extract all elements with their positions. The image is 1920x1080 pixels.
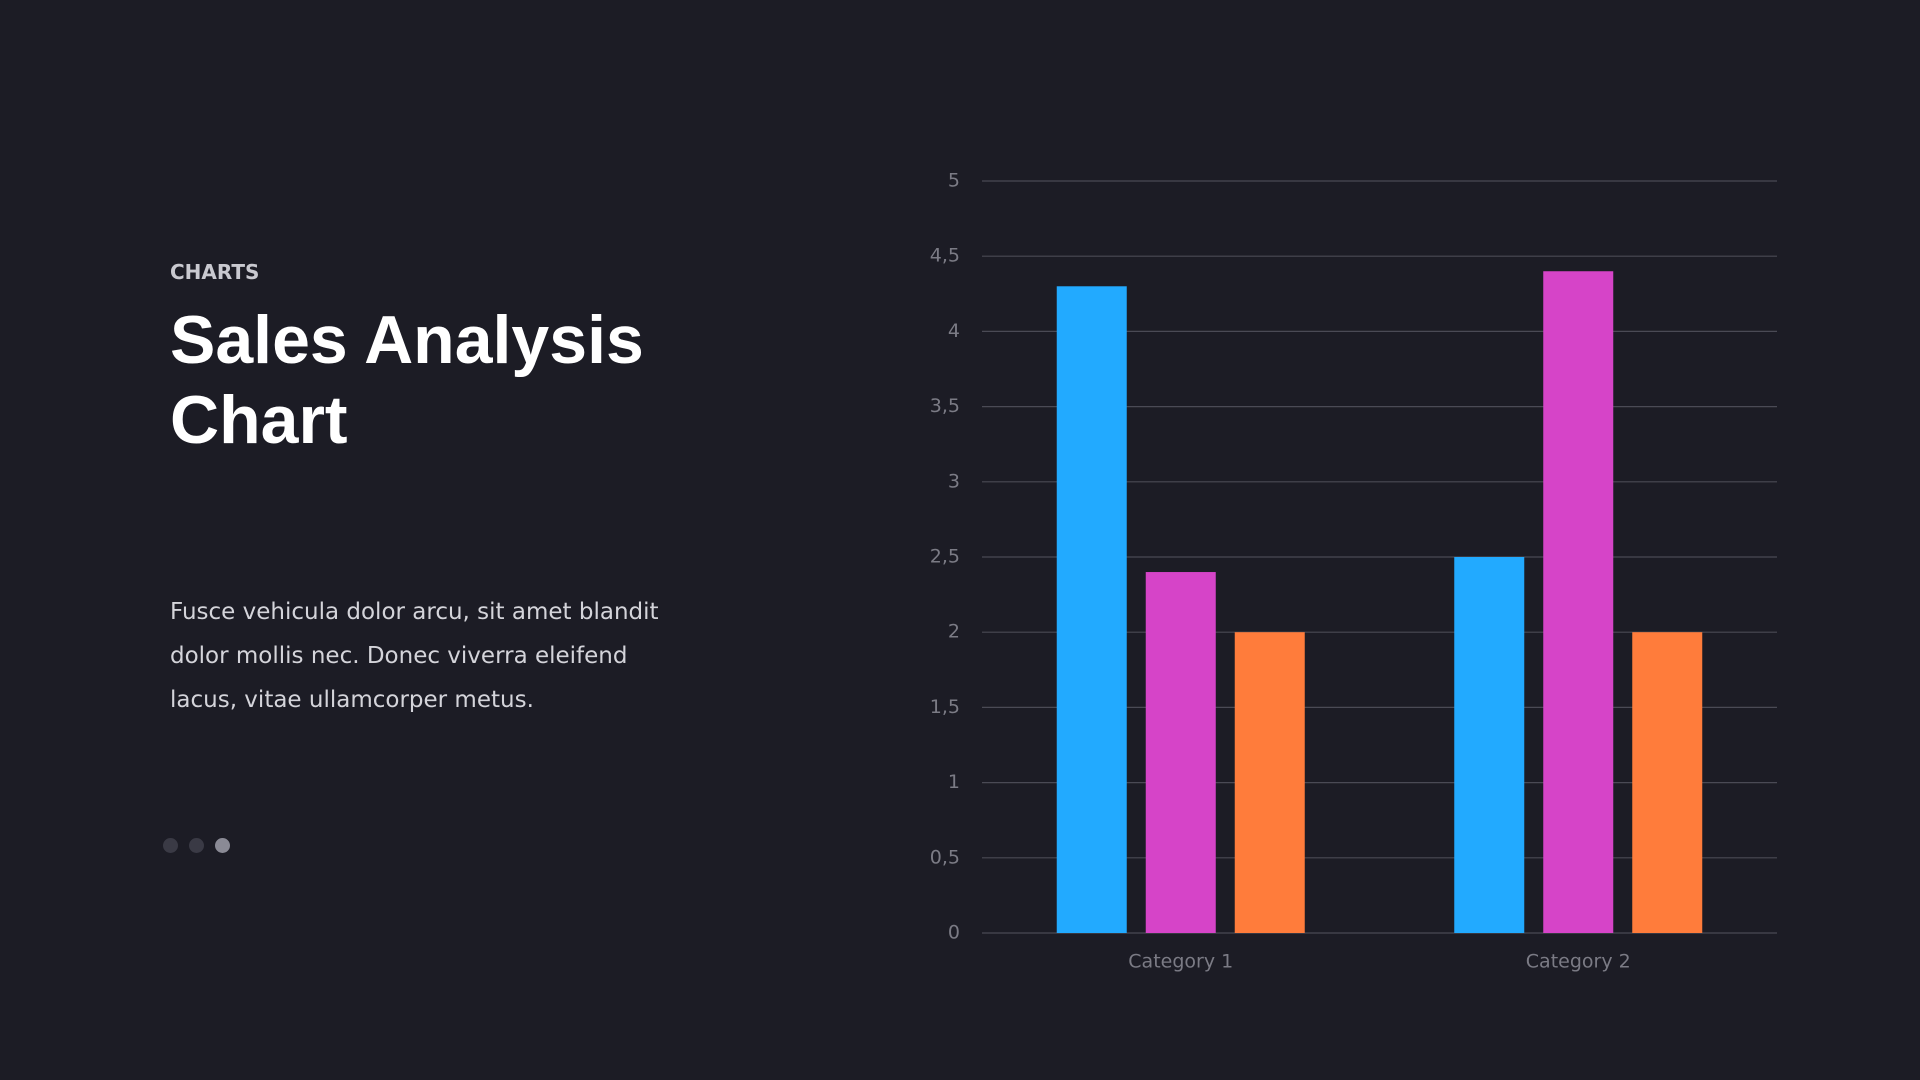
x-tick-label: Category 1 <box>1128 951 1233 973</box>
x-tick-label: Category 2 <box>1526 951 1631 973</box>
y-tick-label: 0 <box>948 922 960 944</box>
y-tick-label: 2 <box>948 621 960 643</box>
bar <box>1632 632 1703 933</box>
y-tick-label: 4,5 <box>930 245 960 267</box>
y-tick-label: 1 <box>948 771 960 793</box>
body-text: Fusce vehicula dolor arcu, sit amet blan… <box>170 599 659 713</box>
page-dot[interactable] <box>163 838 178 853</box>
pagination <box>163 838 230 853</box>
page-dot[interactable] <box>189 838 204 853</box>
y-tick-label: 1,5 <box>930 696 960 718</box>
y-tick-label: 3 <box>948 470 960 492</box>
y-tick-label: 3,5 <box>930 395 960 417</box>
bar <box>1543 271 1614 933</box>
y-tick-label: 2,5 <box>930 546 960 568</box>
slide-title: Sales Analysis Chart <box>170 302 644 458</box>
y-tick-label: 0,5 <box>930 846 960 868</box>
eyebrow: CHARTS <box>170 260 260 284</box>
page-dot[interactable] <box>215 838 230 853</box>
bar <box>1234 632 1305 933</box>
y-tick-label: 5 <box>948 170 960 192</box>
bar <box>1056 286 1127 933</box>
bar <box>1145 572 1216 933</box>
y-tick-label: 4 <box>948 320 960 342</box>
bar <box>1454 557 1525 933</box>
